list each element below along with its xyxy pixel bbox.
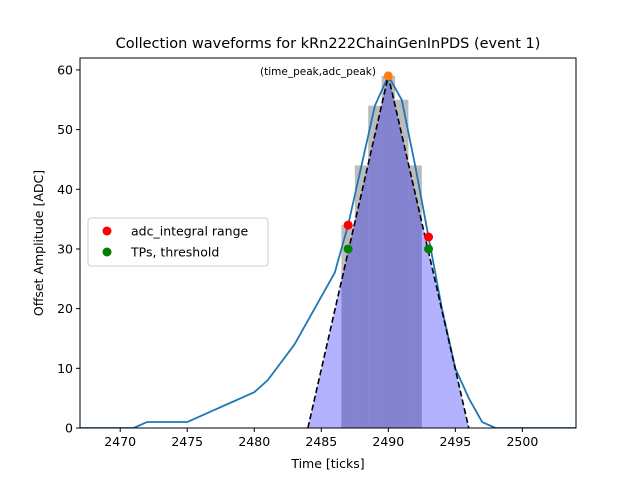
x-tick-label: 2475 bbox=[171, 434, 203, 449]
peak-annotation: (time_peak,adc_peak) bbox=[260, 66, 376, 78]
series-1-point bbox=[424, 244, 434, 254]
shaded-bar bbox=[381, 75, 396, 428]
y-axis-label: Offset Amplitude [ADC] bbox=[31, 170, 46, 316]
triangle-fill-area bbox=[307, 75, 469, 428]
y-tick-label: 30 bbox=[57, 241, 73, 256]
legend-label-adc-integral: adc_integral range bbox=[131, 224, 249, 239]
legend-marker-tps-threshold bbox=[102, 247, 112, 257]
axes-frame bbox=[79, 57, 577, 429]
shaded-bar bbox=[408, 165, 422, 428]
legend-box bbox=[87, 217, 269, 267]
waveform-line bbox=[80, 75, 576, 428]
shaded-bar bbox=[354, 165, 369, 428]
x-axis-label: Time [ticks] bbox=[290, 456, 364, 471]
legend-marker-adc-integral bbox=[102, 226, 112, 236]
x-tick-label: 2480 bbox=[238, 434, 270, 449]
x-tick-label: 2470 bbox=[104, 434, 136, 449]
y-tick-label: 20 bbox=[57, 301, 73, 316]
peak-marker bbox=[383, 71, 393, 81]
y-tick-label: 40 bbox=[57, 182, 73, 197]
x-tick-label: 2490 bbox=[372, 434, 404, 449]
legend: adc_integral range TPs, threshold bbox=[87, 217, 269, 267]
series-1-point bbox=[343, 244, 353, 254]
x-tick-label: 2485 bbox=[305, 434, 337, 449]
x-tick-label: 2500 bbox=[506, 434, 538, 449]
shaded-bar bbox=[368, 105, 382, 428]
y-tick-label: 50 bbox=[57, 122, 73, 137]
legend-label-tps-threshold: TPs, threshold bbox=[130, 245, 219, 260]
shaded-bar bbox=[395, 99, 409, 428]
y-tick-label: 0 bbox=[65, 421, 73, 436]
ticks-layer: 2470 2475 2480 2485 2490 2495 2500 0 10 20 30 40 50 6… bbox=[57, 62, 538, 449]
plot-layer bbox=[80, 71, 576, 428]
chart-title: Collection waveforms for kRn222ChainGenI… bbox=[116, 36, 541, 52]
y-tick-label: 60 bbox=[57, 62, 73, 77]
y-tick-label: 10 bbox=[57, 361, 73, 376]
shaded-bar bbox=[341, 225, 355, 428]
x-tick-label: 2495 bbox=[439, 434, 471, 449]
series-0-point bbox=[424, 232, 434, 242]
series-0-point bbox=[343, 220, 353, 230]
